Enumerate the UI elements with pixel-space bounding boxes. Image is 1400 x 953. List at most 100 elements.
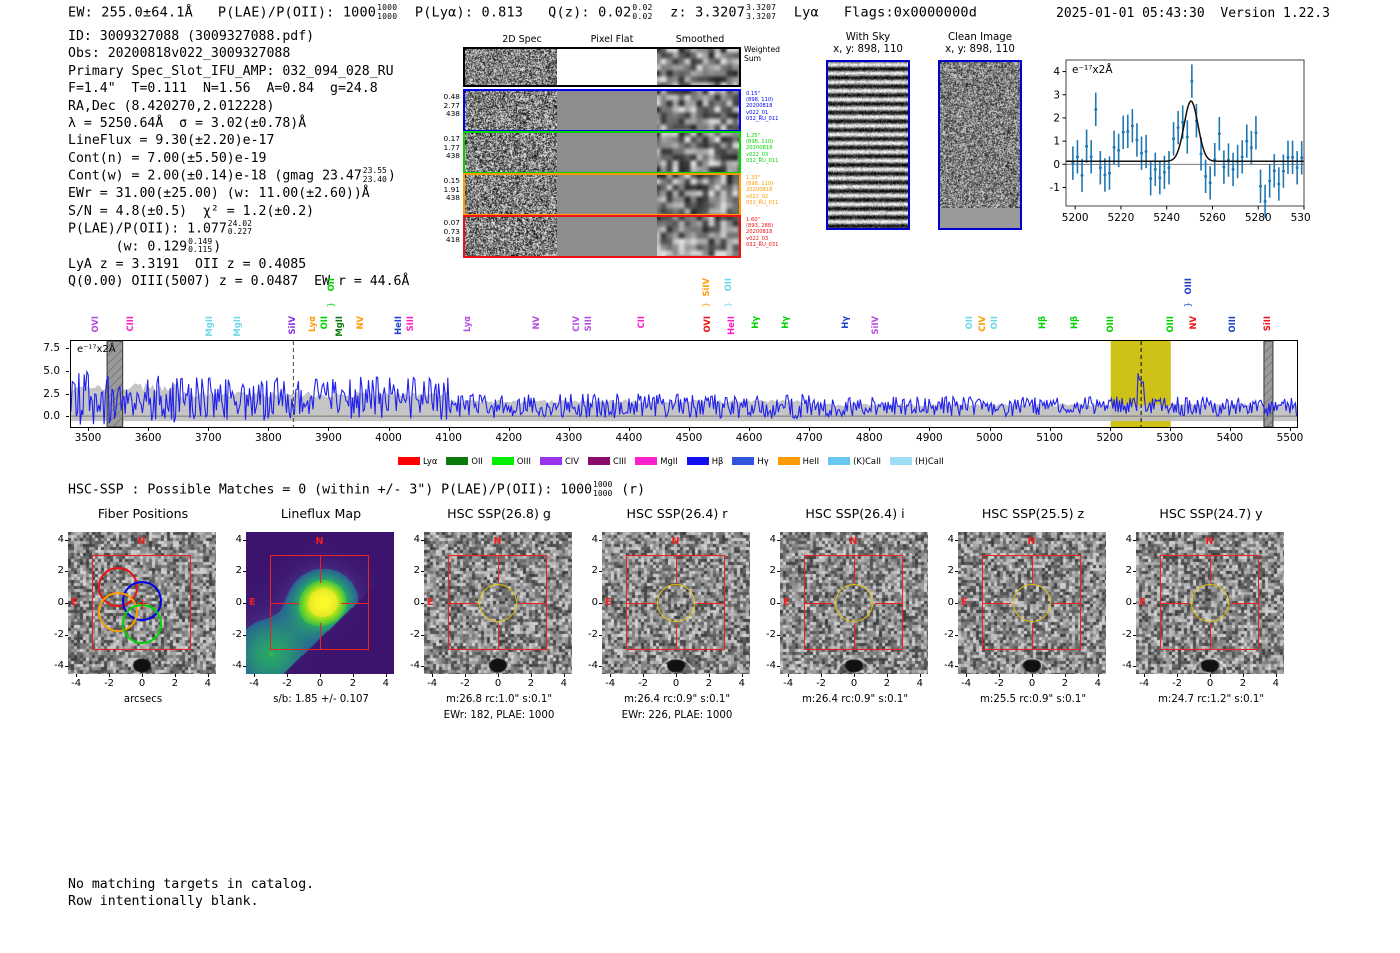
spectrum-xtick [148,428,150,431]
hsc-ssp-header: HSC-SSP : Possible Matches = 0 (within +… [68,480,645,498]
legend-swatch [539,457,562,465]
smoothed-panel [657,175,739,214]
cutout-ytick-label: 0 [1125,597,1132,608]
montage-row-value: 1.77 [443,142,460,152]
north-label: N [137,536,146,547]
spectrum-xtick [568,428,570,431]
cutout-ytick-label: 2 [1125,565,1132,577]
noise-2dspec [465,175,557,214]
montage-row-meta-line: 20200818 [746,103,773,110]
emission-line-label: OII [723,278,734,292]
line-fit-svg: 5200 5220 5240 5260 5280 5300 -1 0 1 2 3 4 e⁻¹⁷x2Å [1050,59,1317,224]
legend-item: (K)CaII [828,456,881,466]
crosshair-bottom [676,622,678,650]
cutout-reference-box [92,555,191,650]
cutout-ytick [243,666,246,668]
cutout-ytick [955,634,958,636]
info-line-lineflux: LineFlux = 9.30(±2.20)e-17 [68,133,275,149]
cutout-xtick-label: 4 [1094,678,1102,689]
legend-label: CIII [613,456,627,466]
spectrum-ytick [66,370,69,372]
cutout-xtick [788,674,790,677]
spectrum-xtick-label: 3800 [254,432,282,444]
legend-item: Lyα [398,456,437,466]
montage-row-weighted-sum [463,47,741,87]
legend-label: Lyα [423,456,438,466]
emission-line-label: OIII [1227,316,1238,333]
cutout-xtick-label: -4 [249,678,260,689]
montage-row-meta: 0.15" (898, 110) 20200818 v022_01 032_RU_011 [746,91,792,122]
info-line-slot: Primary Spec_Slot_IFU_AMP: 032_094_028_R… [68,63,394,79]
cutout-xtick-label: 4 [738,678,746,689]
cutout-xtick-label: -2 [282,678,293,689]
crosshair-right [874,603,903,605]
emission-line-label: Lyα [306,316,317,332]
cutout-ytick [421,603,424,604]
emission-line-label: OIII [1104,316,1115,333]
emission-line-label: OIII [1182,278,1193,295]
emission-line-label: Hβ [1068,316,1079,330]
legend-swatch [398,457,420,465]
spectrum-xtick-label: 3500 [74,432,102,444]
info-line-contw: Cont(w) = 2.00(±0.14)e-18 (gmag 23.4723.… [68,166,396,184]
timestamp: 2025-01-01 05:43:30 [1056,6,1205,21]
cutout-ytick-label: -2 [410,628,420,640]
cutout-ytick [1133,603,1136,604]
cutout-caption-1: m:26.4 rc:0.9" s:0.1" [801,694,909,705]
cutout-xtick [142,674,143,677]
cutout-panel: Fiber Positions N E -4 -4 -2 -2 0 0 2 2 4 4 arcsecs [54,506,258,736]
crosshair-bottom [320,622,322,650]
cutout-ytick-label: -2 [944,628,954,640]
emission-line-label: OII [318,316,329,330]
plae-frac: 24.02 0.227 [227,218,252,237]
cutout-panel: HSC SSP(26.4) i N E -4 -4 -2 -2 0 0 2 2 4 4 m:26.4 rc… [766,506,970,736]
cutout-xtick [109,674,111,677]
cutout-caption-2: EWr: 182, PLAE: 1000 [443,710,555,721]
spectrum-xtick-label: 4000 [375,432,402,444]
cutout-xtick-label: 0 [138,678,146,689]
flux-unit-annotation: e⁻¹⁷x2Å [1072,63,1113,76]
cutout-reference-box [1160,555,1259,650]
emission-line-label: NV [530,316,541,330]
svg-text:0: 0 [1053,159,1060,171]
pixelflat-panel [557,133,657,172]
sky-panel-name: Clean Image [947,32,1013,43]
sky-panels: With Sky x, y: 898, 110 Clean Image x, y: 8… [818,32,1028,257]
cutout-xtick [1032,674,1033,677]
svg-text:3: 3 [1053,89,1060,101]
cutout-title: HSC SSP(25.5) z [981,506,1085,521]
contw-frac: 23.55 23.40 [362,166,387,184]
cutout-xtick [465,674,467,677]
fiber-circle[interactable] [122,604,162,645]
emission-line-label: CIV [977,316,988,332]
legend-swatch [777,457,800,465]
cutout-xtick-label: 2 [1061,678,1069,689]
cutout-xtick-label: 4 [382,678,390,689]
montage-fiber-row [463,173,741,216]
montage-row-values: 0.15 1.91 438 [432,176,460,203]
spectrum-ytick-label: 5.0 [43,364,60,377]
sky-noise [828,62,908,228]
clean-image-footer [940,208,1020,228]
info-line-fton: F=1.4" T=0.111 N=1.56 A=0.84 g=24.8 [68,81,378,97]
footer-notes: No matching targets in catalog. Row inte… [68,876,314,911]
crosshair-top [676,556,678,584]
north-label: N [493,536,502,547]
pixelflat-panel [557,217,657,256]
montage-row-meta: 1.33" (898, 110) 20200818 v022_02 032_RU_011 [746,175,792,206]
spectrum-xtick [268,428,270,431]
spectrum-ytick-label: 0.0 [43,410,60,423]
cutout-xtick-label: -4 [783,678,794,689]
cutout-xtick [287,674,289,677]
cutout-ytick [955,539,958,541]
cutout-xtick [530,674,532,677]
montage-row-values: 0.07 0.73 418 [432,218,460,245]
east-label: E [249,597,256,609]
